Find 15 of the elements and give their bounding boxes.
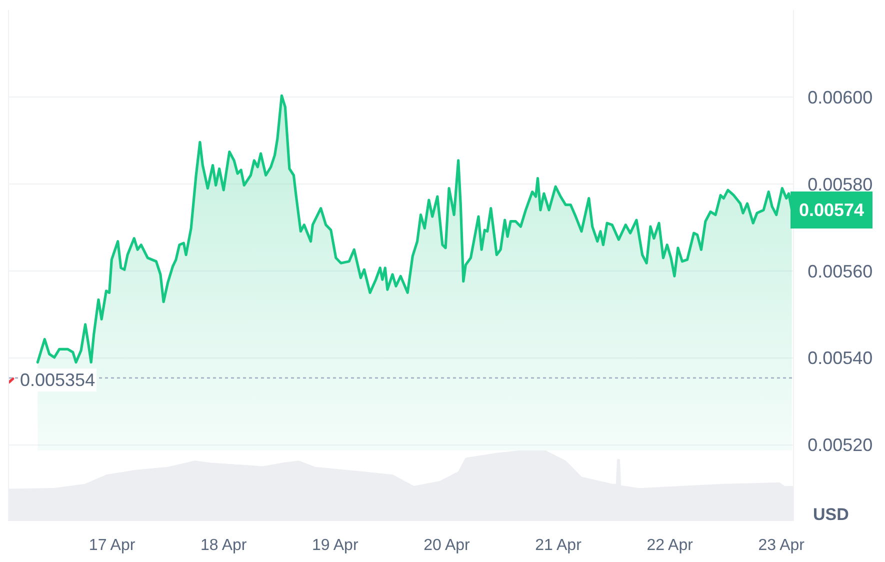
x-tick-label: 23 Apr [758,537,806,554]
y-axis-title: USD [813,505,849,524]
y-tick-label: 0.00580 [808,174,873,194]
ref-line-label: 0.005354 [20,370,96,390]
y-tick-label: 0.00540 [808,348,873,368]
y-tick-label: 0.00520 [808,435,873,456]
annotation: 0.00574 [799,200,864,220]
x-tick-label: 20 Apr [424,537,471,554]
x-tick-label: 19 Apr [312,537,359,554]
x-tick-label: 18 Apr [200,537,248,554]
x-tick-label: 17 Apr [88,537,136,554]
x-tick-label: 22 Apr [646,537,694,554]
y-tick-label: 0.00560 [808,261,873,282]
x-tick-label: 21 Apr [535,537,582,554]
y-tick-label: 0.00600 [808,87,873,108]
